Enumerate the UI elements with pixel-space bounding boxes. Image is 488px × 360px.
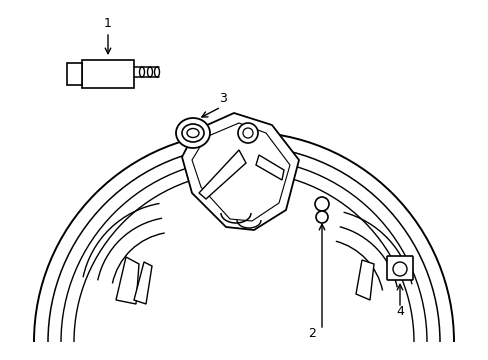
- Polygon shape: [134, 262, 152, 304]
- Polygon shape: [355, 260, 373, 300]
- Text: 1: 1: [104, 17, 112, 30]
- Polygon shape: [199, 150, 245, 199]
- Text: 4: 4: [395, 305, 403, 318]
- Ellipse shape: [176, 118, 209, 148]
- Ellipse shape: [186, 129, 199, 138]
- Polygon shape: [256, 155, 284, 180]
- Circle shape: [392, 262, 406, 276]
- Polygon shape: [116, 257, 139, 304]
- FancyBboxPatch shape: [386, 256, 412, 280]
- Ellipse shape: [154, 67, 159, 77]
- Ellipse shape: [139, 67, 144, 77]
- Circle shape: [315, 211, 327, 223]
- Polygon shape: [192, 123, 289, 221]
- Text: 2: 2: [307, 327, 315, 340]
- Circle shape: [314, 197, 328, 211]
- Ellipse shape: [147, 67, 152, 77]
- Text: 3: 3: [219, 92, 226, 105]
- FancyBboxPatch shape: [82, 60, 134, 88]
- Ellipse shape: [182, 124, 203, 142]
- Circle shape: [243, 128, 252, 138]
- Polygon shape: [182, 113, 298, 230]
- FancyBboxPatch shape: [67, 63, 82, 85]
- Circle shape: [238, 123, 258, 143]
